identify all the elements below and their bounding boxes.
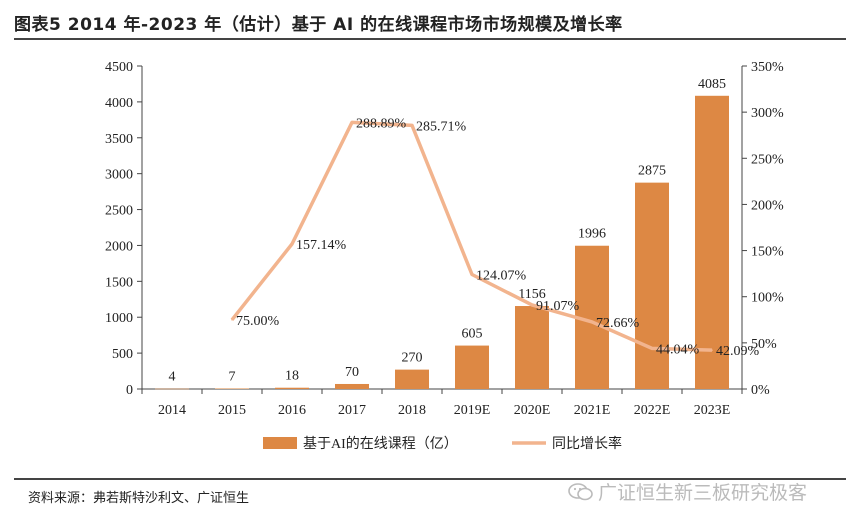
watermark-text: 广证恒生新三板研究极客 xyxy=(598,482,808,504)
bottom-rule xyxy=(14,478,846,480)
x-tick-label: 2023E xyxy=(694,403,731,418)
bar-value-label: 7 xyxy=(229,369,236,384)
growth-rate-point xyxy=(531,304,533,306)
x-tick-label: 2021E xyxy=(574,403,611,418)
left-tick-label: 0 xyxy=(126,383,133,398)
x-tick-label: 2020E xyxy=(514,403,551,418)
growth-rate-label: 72.66% xyxy=(596,316,640,331)
bar-value-label: 605 xyxy=(462,327,483,342)
right-tick-label: 150% xyxy=(751,245,784,260)
x-tick-label: 2016 xyxy=(278,403,306,418)
x-tick-label: 2014 xyxy=(158,403,186,418)
growth-rate-point xyxy=(651,347,653,350)
left-tick-label: 3000 xyxy=(105,168,133,183)
growth-rate-label: 42.09% xyxy=(716,344,760,359)
right-tick-label: 200% xyxy=(751,198,784,213)
left-tick-label: 1500 xyxy=(105,275,133,290)
x-tick-label: 2018 xyxy=(398,403,426,418)
growth-rate-point xyxy=(471,273,473,276)
bar-value-label: 70 xyxy=(345,365,359,380)
growth-rate-point xyxy=(291,243,293,245)
bar xyxy=(275,387,309,389)
bar xyxy=(635,182,669,389)
growth-rate-label: 285.71% xyxy=(416,119,467,134)
growth-rate-label: 91.07% xyxy=(536,299,580,314)
right-tick-label: 300% xyxy=(751,106,784,121)
growth-rate-label: 44.04% xyxy=(656,342,700,357)
left-tick-label: 4000 xyxy=(105,96,133,111)
growth-rate-label: 75.00% xyxy=(236,314,280,329)
bar-value-label: 18 xyxy=(285,369,299,384)
right-tick-label: 250% xyxy=(751,152,784,167)
growth-rate-label: 157.14% xyxy=(296,238,347,253)
legend-bar-swatch xyxy=(263,437,297,449)
bar xyxy=(335,383,369,389)
growth-rate-point xyxy=(231,318,233,321)
bar xyxy=(215,388,249,389)
x-tick-label: 2017 xyxy=(338,403,366,418)
growth-rate-point xyxy=(411,124,413,127)
bar-value-label: 4 xyxy=(169,370,176,385)
bar-value-label: 1996 xyxy=(578,227,606,242)
growth-rate-label: 124.07% xyxy=(476,269,527,284)
left-tick-label: 1000 xyxy=(105,311,133,326)
bar xyxy=(155,388,189,390)
right-tick-label: 50% xyxy=(751,337,777,352)
left-tick-label: 2500 xyxy=(105,204,133,219)
x-tick-label: 2015 xyxy=(218,403,246,418)
growth-rate-point xyxy=(711,349,713,351)
bar-value-label: 2875 xyxy=(638,164,666,179)
growth-rate-label: 288.89% xyxy=(356,116,407,131)
bar-value-label: 270 xyxy=(402,351,423,366)
bar xyxy=(455,345,489,389)
chart-title: 图表5 2014 年-2023 年（估计）基于 AI 的在线课程市场市场规模及增… xyxy=(14,15,623,35)
right-tick-label: 0% xyxy=(751,383,770,398)
growth-rate-point xyxy=(351,121,353,124)
legend-bar-label: 基于AI的在线课程（亿） xyxy=(303,435,458,452)
left-tick-label: 4500 xyxy=(105,60,133,75)
top-rule xyxy=(14,38,846,40)
right-tick-label: 100% xyxy=(751,291,784,306)
source-note: 资料来源：弗若斯特沙利文、广证恒生 xyxy=(28,491,250,506)
wechat-icon xyxy=(568,483,593,501)
left-tick-label: 2000 xyxy=(105,239,133,254)
left-tick-label: 500 xyxy=(112,347,133,362)
bar xyxy=(395,369,429,389)
bar-value-label: 1156 xyxy=(518,287,545,302)
growth-rate-point xyxy=(591,321,593,323)
legend-line-label: 同比增长率 xyxy=(552,435,622,452)
x-tick-label: 2022E xyxy=(634,403,671,418)
bar-value-label: 4085 xyxy=(698,77,726,92)
watermark: 广证恒生新三板研究极客 xyxy=(568,478,807,505)
x-tick-label: 2019E xyxy=(454,403,491,418)
right-tick-label: 350% xyxy=(751,60,784,75)
bar xyxy=(695,95,729,389)
bar xyxy=(515,306,549,389)
left-tick-label: 3500 xyxy=(105,132,133,147)
